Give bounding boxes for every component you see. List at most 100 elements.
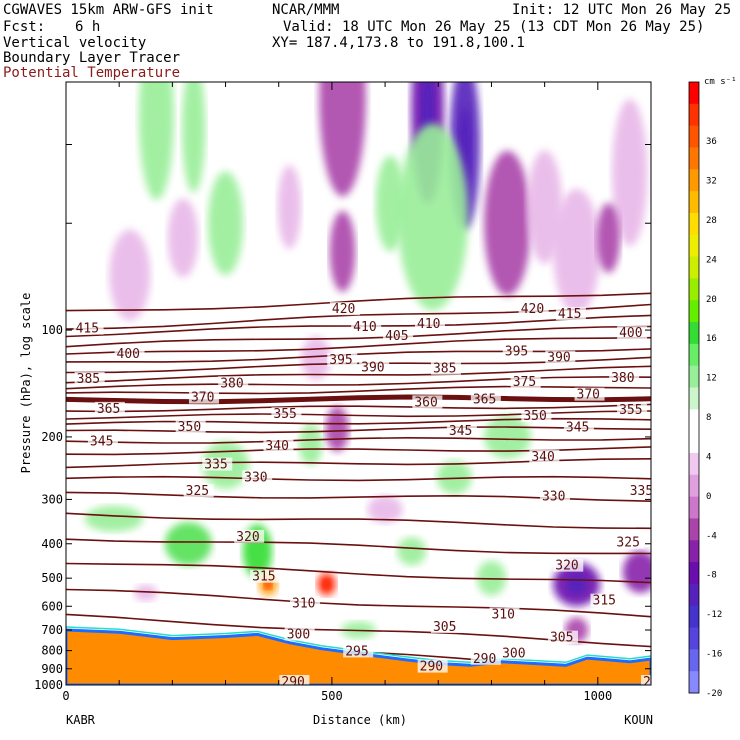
theta-label: 390 bbox=[545, 350, 576, 366]
svg-text:395: 395 bbox=[329, 353, 352, 368]
svg-text:295: 295 bbox=[345, 644, 368, 659]
colorbar-swatch bbox=[689, 212, 699, 236]
y-tick-label: 200 bbox=[41, 430, 63, 444]
colorbar-tick-label: -12 bbox=[706, 610, 722, 620]
colorbar-tick-label: -4 bbox=[706, 531, 717, 541]
plot-frame bbox=[65, 81, 652, 686]
svg-text:400: 400 bbox=[117, 347, 140, 362]
colorbar-swatch bbox=[689, 191, 699, 214]
theta-label: 300 bbox=[284, 627, 315, 643]
colorbar-swatch bbox=[689, 474, 699, 498]
theta-contour-line bbox=[66, 336, 651, 355]
vertical-velocity-cell bbox=[527, 150, 563, 264]
theta-label: 350 bbox=[175, 419, 206, 435]
y-tick-label: 800 bbox=[41, 644, 63, 658]
svg-text:320: 320 bbox=[555, 559, 578, 574]
colorbar-swatch bbox=[689, 322, 699, 345]
theta-contour-line bbox=[66, 365, 651, 384]
y-tick-label: 100 bbox=[41, 323, 63, 337]
svg-text:335: 335 bbox=[204, 458, 227, 473]
svg-text:355: 355 bbox=[273, 407, 296, 422]
svg-text:365: 365 bbox=[473, 393, 496, 408]
theta-label: 345 bbox=[563, 420, 594, 436]
vertical-velocity-cell bbox=[375, 155, 406, 252]
svg-text:410: 410 bbox=[353, 320, 376, 335]
vertical-velocity-cell bbox=[612, 99, 648, 247]
svg-text:355: 355 bbox=[619, 403, 642, 418]
vertical-velocity-cell bbox=[164, 522, 212, 566]
vertical-velocity-cell bbox=[319, 82, 366, 197]
theta-contour-line bbox=[66, 376, 651, 390]
theta-label: 355 bbox=[271, 407, 302, 422]
svg-text:380: 380 bbox=[611, 371, 634, 386]
svg-text:420: 420 bbox=[521, 302, 544, 317]
theta-label: 335 bbox=[627, 484, 651, 499]
theta-contour-line bbox=[66, 385, 651, 395]
theta-contour-line bbox=[66, 417, 651, 425]
vertical-velocity-cell bbox=[553, 188, 600, 314]
init-time: Init: 12 UTC Mon 26 May 25 bbox=[512, 2, 732, 18]
colorbar-swatch bbox=[689, 278, 699, 301]
theta-label: 395 bbox=[502, 344, 533, 359]
svg-text:420: 420 bbox=[332, 302, 355, 317]
theta-label: 380 bbox=[609, 370, 640, 386]
theta-contour-line bbox=[66, 325, 651, 348]
theta-contour-line bbox=[66, 538, 651, 555]
y-tick-label: 300 bbox=[41, 492, 63, 506]
boundary-layer-tracer-top bbox=[66, 626, 651, 664]
theta-contour-line bbox=[66, 446, 651, 456]
field-vertical-velocity: Vertical velocity bbox=[3, 35, 147, 51]
vertical-velocity-cell bbox=[397, 123, 469, 311]
colorbar-swatch bbox=[689, 125, 699, 148]
svg-text:330: 330 bbox=[542, 489, 565, 504]
theta-label: 305 bbox=[547, 630, 578, 646]
theta-label: 315 bbox=[250, 569, 281, 585]
theta-label: 410 bbox=[415, 316, 445, 332]
vertical-velocity-cell bbox=[325, 406, 349, 452]
colorbar-tick-label: 8 bbox=[706, 413, 711, 423]
theta-label: 370 bbox=[188, 390, 219, 406]
vertical-velocity-cell bbox=[622, 550, 651, 593]
colorbar-swatch bbox=[689, 147, 699, 170]
colorbar-swatch bbox=[689, 518, 699, 541]
theta-label: 385 bbox=[74, 371, 105, 387]
svg-text:340: 340 bbox=[265, 439, 288, 454]
field-boundary-layer-tracer: Boundary Layer Tracer bbox=[3, 50, 181, 66]
svg-text:375: 375 bbox=[513, 375, 536, 390]
svg-text:300: 300 bbox=[287, 628, 310, 643]
theta-label: 420 bbox=[329, 302, 360, 317]
theta-label: 296 bbox=[641, 675, 651, 685]
y-tick-label: 600 bbox=[41, 599, 63, 613]
colorbar-tick-label: 28 bbox=[706, 216, 717, 226]
theta-contour-line bbox=[66, 394, 651, 405]
vertical-velocity-cell bbox=[207, 171, 244, 276]
theta-label: 290 bbox=[417, 659, 448, 675]
svg-text:330: 330 bbox=[244, 470, 267, 485]
theta-label: 290 bbox=[470, 651, 501, 667]
theta-contour-line bbox=[66, 436, 651, 444]
x-axis-label: Distance (km) bbox=[313, 713, 407, 727]
vertical-velocity-cell bbox=[317, 572, 336, 596]
theta-contour-line bbox=[66, 410, 651, 420]
x-tick-label: 1000 bbox=[583, 689, 612, 703]
svg-text:310: 310 bbox=[491, 607, 514, 622]
y-tick-label: 900 bbox=[41, 662, 63, 676]
colorbar-swatch bbox=[689, 496, 699, 519]
svg-text:315: 315 bbox=[593, 594, 616, 609]
x-tick-label: 500 bbox=[321, 689, 343, 703]
field-potential-temperature: Potential Temperature bbox=[3, 65, 181, 81]
vertical-velocity-cell bbox=[277, 165, 302, 249]
vertical-velocity-cell bbox=[367, 495, 403, 524]
theta-label: 400 bbox=[617, 326, 648, 341]
vertical-velocity-cell bbox=[397, 537, 427, 566]
svg-text:350: 350 bbox=[523, 409, 546, 424]
colorbar-swatch bbox=[689, 671, 699, 694]
colorbar-tick-label: 4 bbox=[706, 452, 711, 462]
theta-label: 310 bbox=[290, 596, 321, 611]
svg-text:325: 325 bbox=[616, 536, 639, 551]
svg-text:390: 390 bbox=[547, 351, 570, 366]
y-tick-label: 400 bbox=[41, 537, 63, 551]
svg-text:385: 385 bbox=[77, 372, 100, 387]
theta-label: 325 bbox=[614, 535, 645, 551]
vertical-velocity-cell bbox=[167, 198, 199, 278]
